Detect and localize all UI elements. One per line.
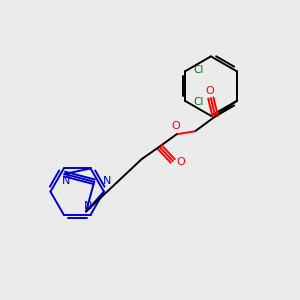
Text: O: O (205, 85, 214, 96)
Text: N: N (62, 176, 70, 185)
Text: Cl: Cl (193, 98, 204, 107)
Text: O: O (177, 158, 185, 167)
Text: N: N (103, 176, 111, 186)
Text: O: O (172, 121, 180, 131)
Text: N: N (84, 201, 93, 211)
Text: Cl: Cl (193, 65, 204, 75)
